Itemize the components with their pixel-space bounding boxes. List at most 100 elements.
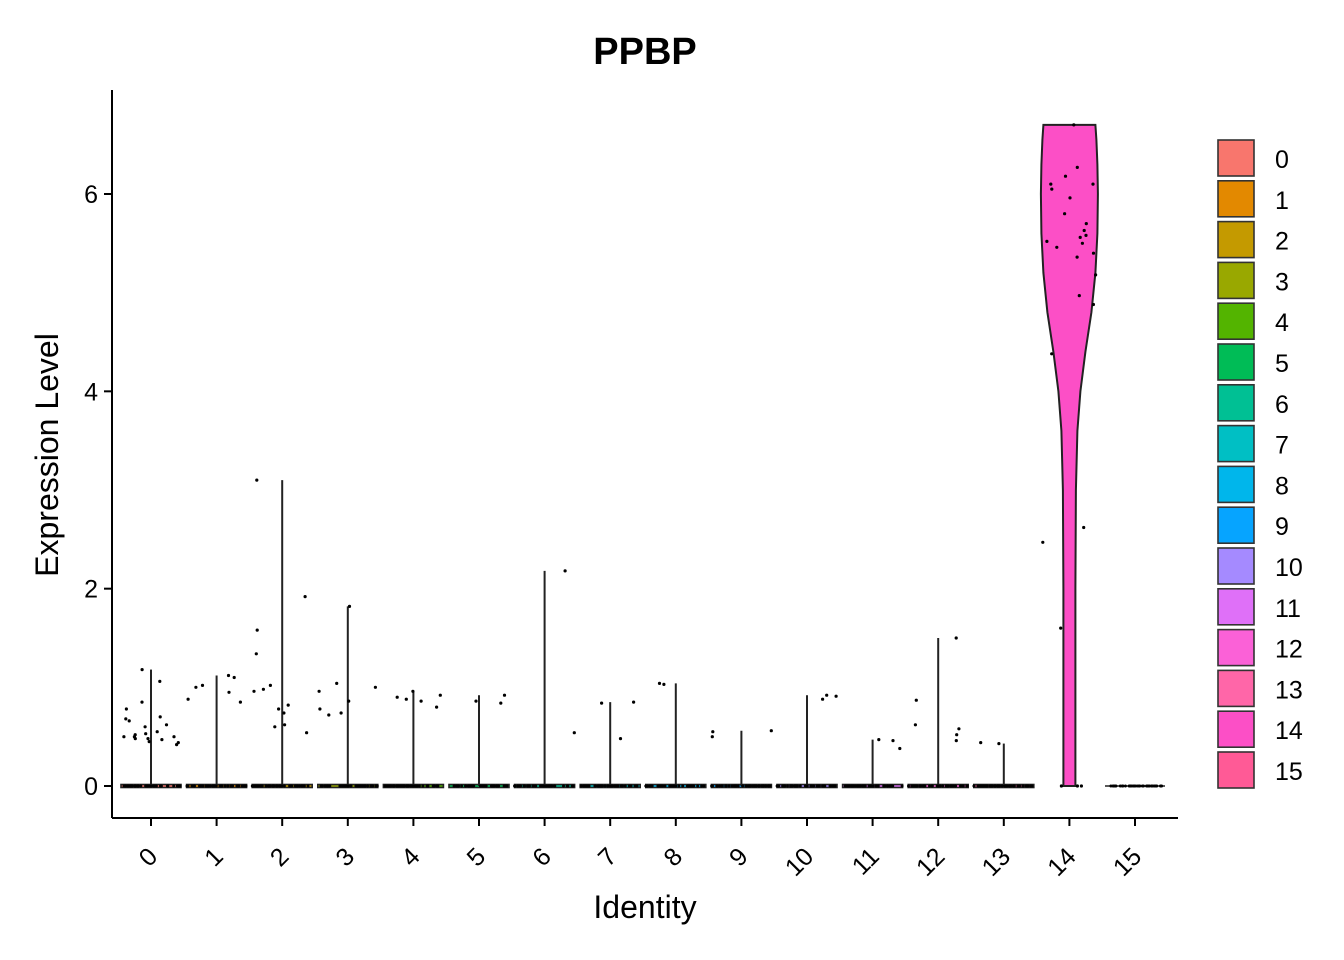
data-point	[900, 784, 904, 788]
data-point	[961, 784, 965, 788]
data-point	[914, 698, 918, 702]
plot-area	[120, 123, 1165, 789]
data-point	[781, 784, 785, 788]
data-point	[411, 689, 415, 693]
data-point	[127, 719, 131, 723]
data-point	[832, 784, 836, 788]
data-point	[1063, 174, 1068, 178]
x-tick-label: 3	[330, 842, 360, 872]
data-point	[223, 784, 227, 788]
legend-swatch-6	[1217, 383, 1255, 422]
data-point	[618, 737, 623, 741]
chart-title: PPBP	[593, 31, 696, 73]
data-point	[414, 784, 418, 788]
data-point	[158, 679, 162, 684]
data-point	[1152, 784, 1156, 788]
legend-label-6: 6	[1275, 391, 1289, 419]
violin-group-9	[710, 729, 773, 789]
legend-swatch-2	[1217, 220, 1255, 259]
data-point	[696, 784, 700, 788]
data-point	[261, 687, 265, 691]
data-point	[497, 784, 501, 788]
data-point	[391, 784, 395, 788]
data-point	[303, 595, 307, 599]
data-point	[144, 732, 148, 736]
data-point	[1150, 784, 1154, 788]
data-point	[815, 784, 819, 788]
data-point	[923, 784, 927, 788]
data-point	[821, 697, 825, 701]
data-point	[700, 784, 704, 788]
violin-group-4	[382, 689, 445, 789]
data-point	[1082, 228, 1086, 233]
violin-group-10	[775, 693, 838, 789]
data-point	[930, 784, 934, 788]
data-point	[1018, 784, 1022, 788]
data-point	[389, 784, 393, 788]
data-point	[185, 784, 189, 788]
data-point	[264, 784, 268, 788]
data-point	[1045, 239, 1049, 243]
data-point	[1075, 784, 1079, 788]
data-point	[346, 784, 350, 788]
x-tick-label: 0	[134, 842, 164, 872]
data-point	[764, 784, 768, 788]
data-point	[226, 673, 231, 678]
data-point	[404, 697, 408, 701]
data-point	[273, 725, 277, 729]
violin-group-8	[644, 681, 707, 789]
data-point	[339, 711, 343, 715]
data-point	[152, 784, 156, 788]
data-point	[277, 707, 281, 711]
x-tick-label: 13	[977, 842, 1016, 881]
legend-swatch-12	[1217, 628, 1255, 667]
data-point	[421, 784, 425, 788]
legend-swatch-9	[1217, 506, 1255, 545]
x-tick-label: 12	[911, 842, 950, 881]
data-point	[1021, 784, 1025, 788]
data-point	[318, 707, 322, 711]
data-point	[317, 689, 321, 693]
data-point	[523, 784, 527, 788]
data-point	[160, 738, 164, 742]
violin-shape-14	[1039, 123, 1099, 787]
data-point	[1082, 525, 1086, 530]
data-point	[1091, 302, 1095, 307]
data-point	[369, 784, 373, 788]
data-point	[790, 784, 794, 788]
data-point	[563, 569, 567, 573]
data-point	[338, 784, 342, 788]
data-point	[1159, 784, 1163, 788]
data-point	[328, 784, 332, 788]
data-point	[891, 739, 895, 743]
data-point	[254, 652, 258, 656]
data-point	[251, 784, 255, 788]
data-point	[158, 715, 162, 719]
data-point	[702, 784, 706, 788]
data-point	[405, 784, 409, 788]
data-point	[623, 784, 627, 788]
data-point	[1041, 540, 1045, 544]
data-point	[627, 784, 631, 788]
data-point	[1135, 784, 1139, 788]
data-point	[481, 784, 485, 788]
data-point	[1111, 784, 1115, 788]
data-point	[289, 784, 293, 788]
data-point	[825, 693, 829, 697]
data-point	[229, 784, 233, 788]
data-point	[572, 731, 576, 735]
data-point	[395, 784, 399, 788]
data-point	[786, 784, 789, 788]
data-point	[766, 784, 770, 788]
data-point	[1075, 255, 1079, 259]
data-point	[710, 735, 714, 739]
data-point	[1118, 784, 1122, 788]
legend-swatch-5	[1217, 343, 1255, 381]
data-point	[730, 784, 734, 788]
data-point	[649, 784, 653, 788]
data-point	[663, 784, 667, 788]
data-point	[122, 735, 126, 739]
data-point	[452, 784, 456, 788]
